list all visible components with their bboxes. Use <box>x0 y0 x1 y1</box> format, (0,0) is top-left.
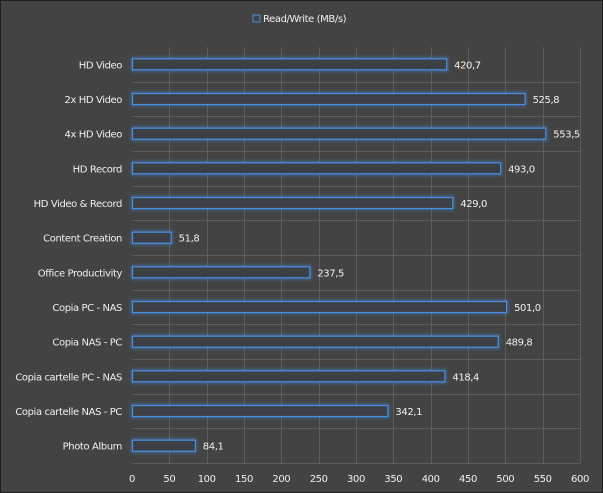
legend-label: Read/Write (MB/s) <box>263 14 347 25</box>
legend-swatch <box>252 14 261 23</box>
data-label: 429,0 <box>460 199 487 210</box>
bar <box>131 231 172 244</box>
category-label: HD Video & Record <box>34 199 122 210</box>
x-tick-label: 300 <box>347 474 365 485</box>
bar <box>131 162 502 175</box>
x-axis-ticks: 0 50 100 150 200 250 300 350 400 450 500 550 600 <box>129 474 589 485</box>
category-label: Copia cartelle PC - NAS <box>15 372 122 383</box>
x-tick-label: 0 <box>129 474 135 485</box>
category-label: Copia cartelle NAS - PC <box>15 407 122 418</box>
legend: Read/Write (MB/s) <box>252 14 347 25</box>
data-label: 342,1 <box>395 407 422 418</box>
data-label: 84,1 <box>203 442 224 453</box>
data-label: 489,8 <box>506 338 533 349</box>
bar <box>131 404 389 418</box>
data-label: 553,5 <box>553 130 580 141</box>
bar <box>131 127 547 140</box>
data-label: 525,8 <box>533 95 560 106</box>
grid <box>132 47 581 464</box>
category-label: Content Creation <box>43 234 122 245</box>
x-tick-label: 600 <box>571 474 589 485</box>
category-label: HD Video <box>79 60 122 71</box>
category-label: Copia NAS - PC <box>52 338 122 349</box>
bar <box>131 196 454 210</box>
data-label: 237,5 <box>317 268 344 279</box>
x-tick-label: 200 <box>272 474 290 485</box>
data-label: 493,0 <box>508 164 535 175</box>
x-tick-label: 400 <box>422 474 440 485</box>
x-tick-label: 350 <box>384 474 402 485</box>
category-label: Copia PC - NAS <box>52 303 122 314</box>
data-label: 501,0 <box>514 303 541 314</box>
x-tick-label: 450 <box>459 474 477 485</box>
bar <box>131 58 448 71</box>
x-tick-label: 150 <box>235 474 253 485</box>
x-tick-label: 50 <box>163 474 175 485</box>
category-label: 2x HD Video <box>65 95 123 106</box>
bar <box>131 439 196 452</box>
x-tick-label: 500 <box>496 474 514 485</box>
category-label: HD Record <box>73 164 122 175</box>
data-label: 420,7 <box>454 60 481 71</box>
x-tick-label: 550 <box>534 474 552 485</box>
data-label: 418,4 <box>452 372 479 383</box>
category-labels: 420,7 HD Video 525,8 2x HD Video 553,5 4x HD … <box>15 60 580 452</box>
bar <box>131 370 446 383</box>
bar <box>131 335 499 348</box>
bar <box>131 92 526 106</box>
x-tick-label: 100 <box>198 474 216 485</box>
bar <box>131 266 311 279</box>
category-label: 4x HD Video <box>65 130 123 141</box>
bars <box>131 56 548 454</box>
category-label: Photo Album <box>63 442 122 453</box>
bar <box>131 300 508 314</box>
category-label: Office Productivity <box>38 268 123 279</box>
data-label: 51,8 <box>179 234 200 245</box>
x-tick-label: 250 <box>310 474 328 485</box>
